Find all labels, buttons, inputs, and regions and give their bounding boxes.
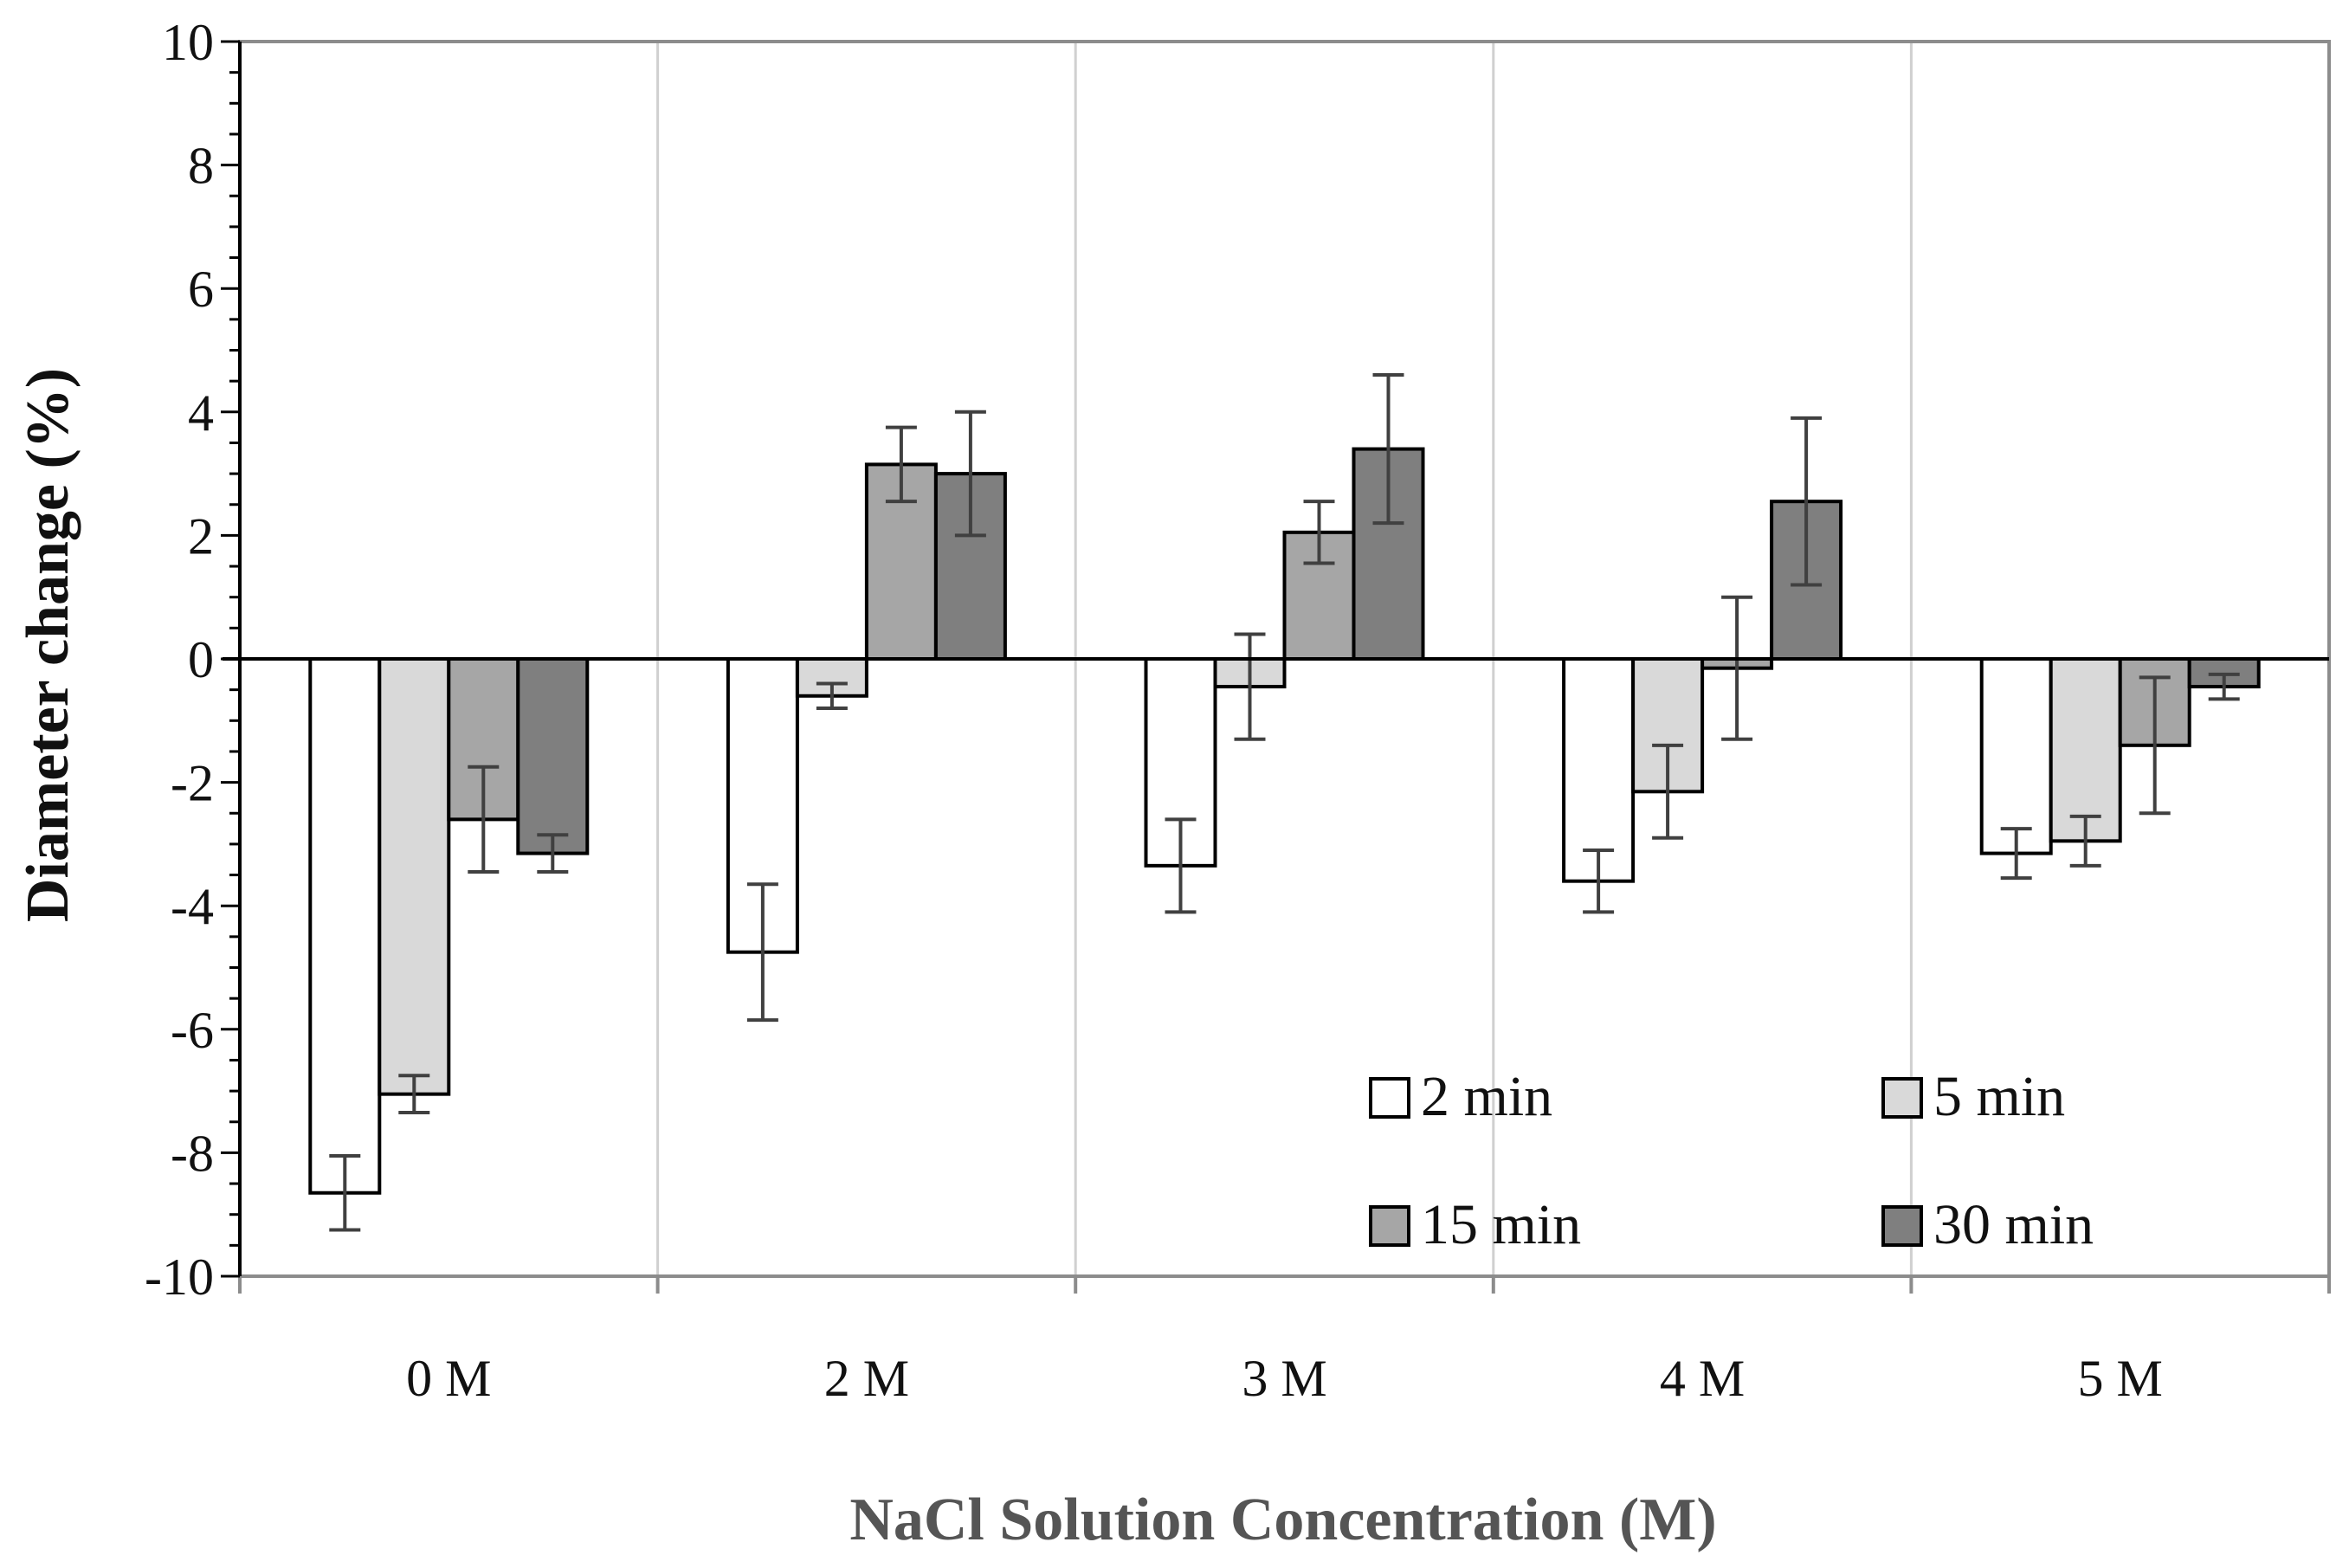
error-bar	[2000, 827, 2032, 881]
error-bar	[468, 765, 500, 874]
y-tick-label: -6	[171, 1002, 214, 1059]
error-bar	[2069, 814, 2101, 868]
error-bar	[1165, 817, 1197, 914]
error-bar	[1234, 632, 1266, 741]
error-bar	[885, 425, 917, 504]
bar	[1562, 657, 1636, 883]
error-bar	[1303, 500, 1335, 565]
legend-label: 2 min	[1421, 1065, 1552, 1128]
bar	[1979, 657, 2053, 855]
error-bar	[537, 833, 569, 874]
error-bar	[2208, 672, 2240, 701]
axes	[221, 40, 2331, 1294]
y-axis-title: Diameter change (%)	[15, 368, 81, 922]
legend-swatch	[1881, 1205, 1923, 1247]
y-tick-label: 0	[188, 631, 214, 688]
error-bar	[1583, 849, 1615, 914]
legend-swatch	[1881, 1077, 1923, 1119]
legend-item: 15 min	[1369, 1193, 1581, 1256]
y-tick-label: -4	[171, 878, 214, 935]
error-bar	[398, 1074, 430, 1115]
y-tick-label: -10	[145, 1249, 214, 1306]
error-bar	[329, 1153, 361, 1232]
error-bar	[2139, 675, 2171, 816]
x-category-label: 3 M	[1242, 1350, 1326, 1407]
y-tick-label: 6	[188, 261, 214, 318]
bar	[795, 657, 868, 698]
x-category-labels: 0 M 2 M 3 M 4 M 5 M	[406, 1350, 2163, 1407]
error-bar	[1372, 373, 1404, 526]
y-tick-labels: 10 8 6 4 2 0 -2 -4 -6 -8 -10	[145, 14, 214, 1306]
y-tick-label: 2	[188, 507, 214, 565]
legend-item: 5 min	[1881, 1065, 2065, 1128]
x-category-label: 4 M	[1660, 1350, 1745, 1407]
error-bar	[1791, 416, 1823, 587]
y-tick-label: 4	[188, 384, 214, 442]
bar	[378, 657, 451, 1096]
x-category-label: 5 M	[2078, 1350, 2163, 1407]
error-bar	[1721, 595, 1753, 741]
legend-label: 15 min	[1421, 1193, 1581, 1256]
legend-label: 30 min	[1933, 1193, 2094, 1256]
legend: 2 min 5 min 15 min 30 min	[1369, 1065, 2094, 1256]
error-bar	[816, 681, 848, 711]
legend-swatch	[1369, 1205, 1410, 1247]
y-tick-label: -8	[171, 1125, 214, 1182]
error-bar	[746, 882, 778, 1023]
bar	[2049, 657, 2122, 843]
bar	[308, 657, 382, 1195]
legend-swatch	[1369, 1077, 1410, 1119]
error-bars	[329, 373, 2240, 1232]
legend-item: 30 min	[1881, 1193, 2094, 1256]
legend-item: 2 min	[1369, 1065, 1552, 1128]
y-tick-label: 8	[188, 138, 214, 195]
error-bar	[954, 410, 986, 538]
x-category-label: 0 M	[406, 1350, 491, 1407]
error-bar	[1652, 743, 1684, 840]
x-axis-title: NaCl Solution Concentration (M)	[849, 1487, 1716, 1553]
bar	[516, 657, 590, 855]
x-category-label: 2 M	[824, 1350, 909, 1407]
y-tick-label: -2	[171, 755, 214, 812]
legend-label: 5 min	[1933, 1065, 2065, 1128]
y-tick-label: 10	[162, 14, 214, 71]
